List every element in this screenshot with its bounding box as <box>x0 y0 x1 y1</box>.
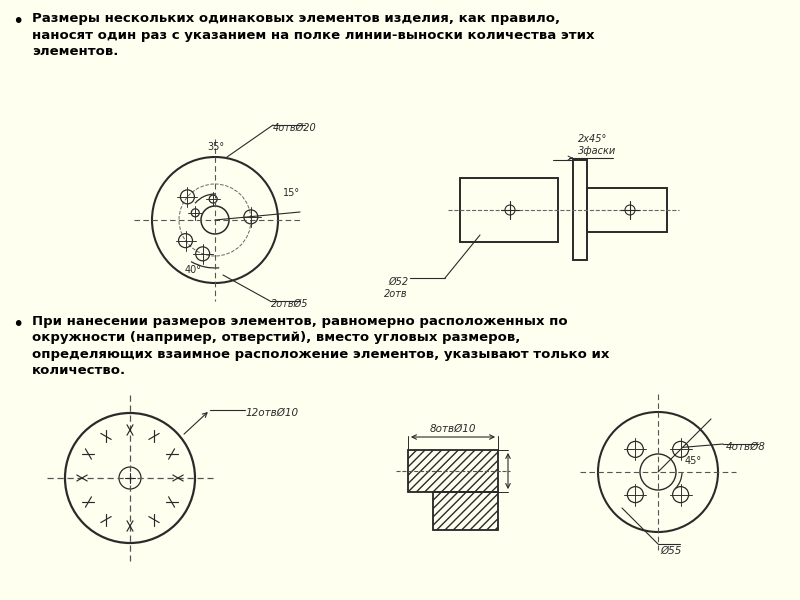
Text: При нанесении размеров элементов, равномерно расположенных по
окружности (наприм: При нанесении размеров элементов, равном… <box>32 315 610 377</box>
Text: 4отвØ8: 4отвØ8 <box>726 442 766 452</box>
Text: 2x45°
3фаски: 2x45° 3фаски <box>578 134 616 156</box>
Text: 45°: 45° <box>685 456 702 466</box>
Bar <box>433 492 498 530</box>
Text: 40°: 40° <box>185 265 202 275</box>
Bar <box>573 160 587 260</box>
Bar <box>587 188 667 232</box>
Text: •: • <box>12 315 24 334</box>
Bar <box>408 450 498 492</box>
Bar <box>408 450 498 492</box>
Bar <box>433 492 498 530</box>
Text: 8отвØ10: 8отвØ10 <box>430 424 476 434</box>
Text: Ø55: Ø55 <box>660 546 682 556</box>
Bar <box>460 178 558 242</box>
Text: •: • <box>12 12 24 31</box>
Text: 35°: 35° <box>207 142 224 152</box>
Text: 4отвØ20: 4отвØ20 <box>273 123 317 133</box>
Text: 15°: 15° <box>283 188 300 198</box>
Text: Ø52
2отв: Ø52 2отв <box>384 277 408 299</box>
Text: Размеры нескольких одинаковых элементов изделия, как правило,
наносят один раз с: Размеры нескольких одинаковых элементов … <box>32 12 594 58</box>
Text: 2отвØ5: 2отвØ5 <box>271 299 309 309</box>
Text: 12отвØ10: 12отвØ10 <box>246 408 299 418</box>
